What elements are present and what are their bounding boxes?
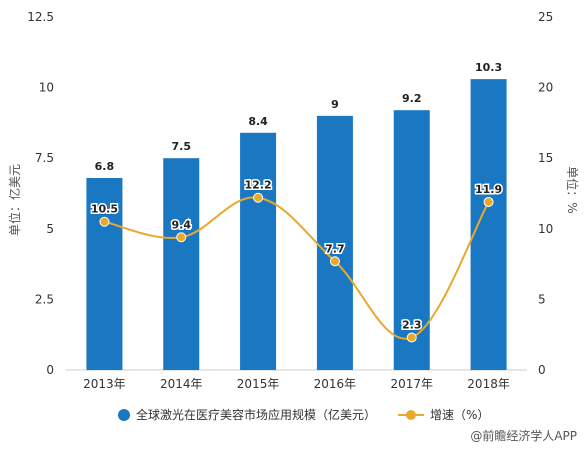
right-tick-label: 5 <box>538 292 546 306</box>
right-axis-ticks: 0 5 10 15 20 25 <box>538 10 553 377</box>
data-labels: 6.8 7.5 8.4 9 9.2 10.3 10.5 9.4 12.2 7.7 2.3 11.9 <box>89 61 503 333</box>
bar <box>163 158 200 370</box>
growth-line <box>104 196 490 340</box>
right-tick-label: 20 <box>538 81 553 95</box>
line-point <box>99 216 110 227</box>
left-tick-label: 12.5 <box>27 10 54 24</box>
x-tick-label: 2016年 <box>314 377 357 391</box>
line-point <box>329 256 340 267</box>
legend-bar-swatch <box>118 408 130 421</box>
line-point <box>253 192 264 203</box>
line-point <box>406 332 417 343</box>
line-value-label: 2.3 <box>402 319 422 332</box>
legend-line-swatch <box>398 409 425 421</box>
bar-value-label: 9 <box>331 98 339 111</box>
bar-value-label: 10.3 <box>475 61 502 74</box>
bar-value-label: 9.2 <box>402 92 422 105</box>
line-value-label: 9.4 <box>172 218 192 231</box>
bar <box>240 132 277 370</box>
bar <box>316 115 353 370</box>
right-tick-label: 0 <box>538 363 546 377</box>
right-axis-title: 单位：% <box>565 166 580 213</box>
bar-series <box>86 79 507 371</box>
left-tick-label: 2.5 <box>35 292 54 306</box>
legend-bar-label: 全球激光在医疗美容市场应用规模（亿美元） <box>136 408 377 422</box>
line-value-label: 10.5 <box>91 203 118 216</box>
right-tick-label: 15 <box>538 151 553 165</box>
bar-value-label: 6.8 <box>95 160 115 173</box>
bar <box>86 177 123 370</box>
x-tick-label: 2014年 <box>160 377 203 391</box>
right-tick-label: 25 <box>538 10 553 24</box>
left-axis-title: 单位：亿美元 <box>7 164 22 236</box>
line-value-label: 7.7 <box>325 242 345 255</box>
left-axis-ticks: 0 2.5 5 7.5 10 12.5 <box>27 10 54 377</box>
bar <box>470 79 507 371</box>
right-tick-label: 10 <box>538 222 553 236</box>
x-tick-label: 2013年 <box>83 377 126 391</box>
left-tick-label: 5 <box>46 222 54 236</box>
x-tick-label: 2017年 <box>390 377 433 391</box>
bar-value-label: 8.4 <box>248 115 268 128</box>
line-value-label: 12.2 <box>245 179 272 192</box>
left-tick-label: 10 <box>39 81 54 95</box>
line-point <box>483 196 494 207</box>
line-series <box>99 192 494 343</box>
legend: 全球激光在医疗美容市场应用规模（亿美元） 增速（%） <box>118 406 511 423</box>
left-tick-label: 7.5 <box>35 151 54 165</box>
legend-item-line[interactable]: 增速（%） <box>398 406 489 423</box>
left-tick-label: 0 <box>46 363 54 377</box>
source-text: @前瞻经济学人APP <box>470 429 577 443</box>
x-tick-label: 2018年 <box>467 377 510 391</box>
x-axis-ticks: 2013年 2014年 2015年 2016年 2017年 2018年 <box>83 377 510 391</box>
source-credit: @前瞻经济学人APP <box>470 427 577 444</box>
x-tick-label: 2015年 <box>237 377 280 391</box>
legend-item-bar[interactable]: 全球激光在医疗美容市场应用规模（亿美元） <box>118 406 376 423</box>
bar-value-label: 7.5 <box>172 140 192 153</box>
legend-line-label: 增速（%） <box>430 408 490 422</box>
line-value-label: 11.9 <box>475 183 502 196</box>
line-point <box>176 232 187 243</box>
